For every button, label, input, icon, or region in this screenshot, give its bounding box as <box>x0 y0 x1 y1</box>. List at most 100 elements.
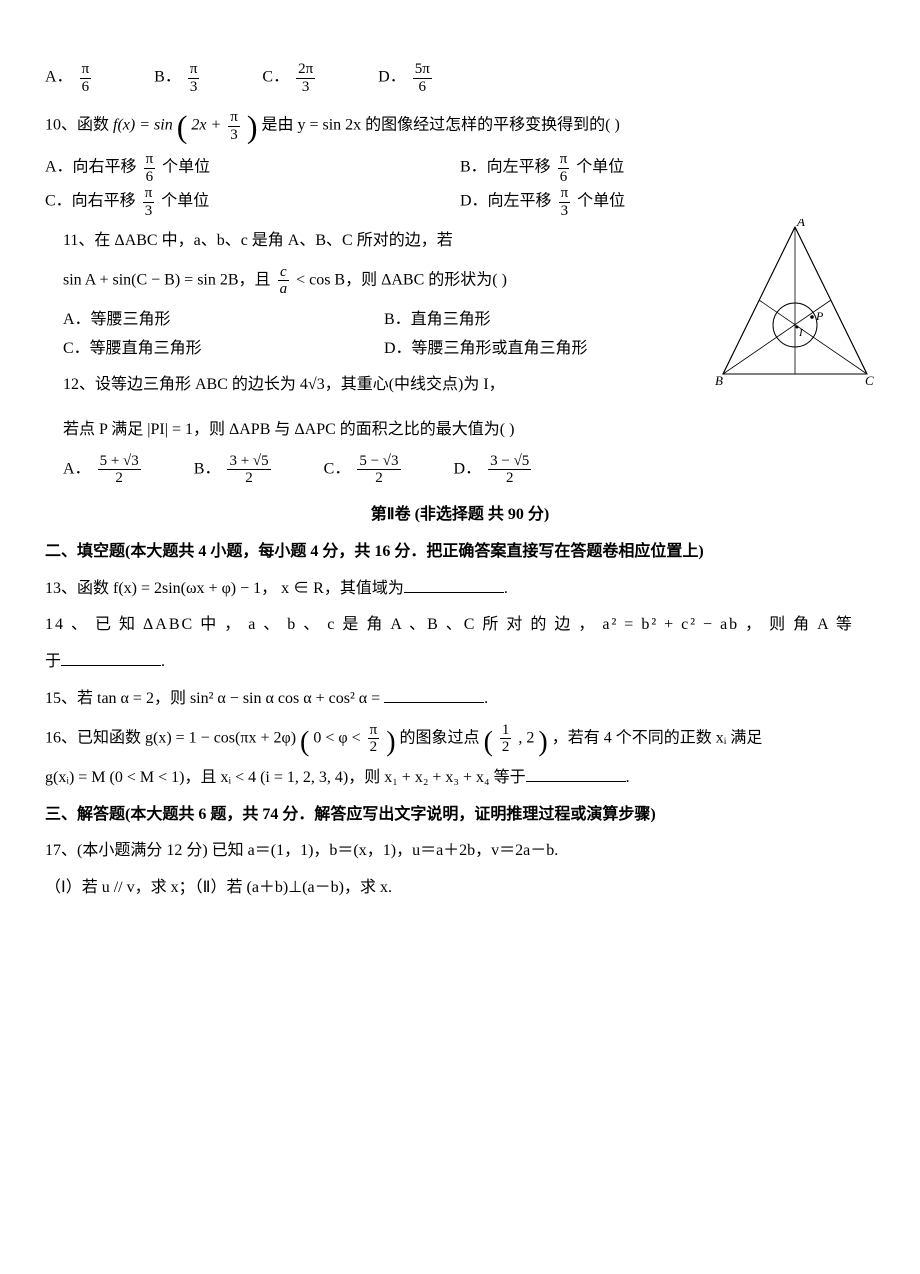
q12-B: B． 3 + √52 <box>194 453 274 487</box>
fill-title: 二、填空题(本大题共 4 小题，每小题 4 分，共 16 分．把正确答案直接写在… <box>45 538 875 567</box>
text: ，其重心(中线交点)为 I， <box>325 376 505 393</box>
q11-D: D．等腰三角形或直角三角形 <box>384 335 705 364</box>
text: 16、已知函数 g(x) = 1 − cos(πx + 2φ) <box>45 729 296 746</box>
q9-choice-C: C． 2π3 <box>262 61 318 95</box>
end: . <box>626 769 630 786</box>
text: sin A + sin(C − B) = sin 2B，且 <box>63 271 275 288</box>
label-A: A <box>796 219 805 229</box>
frac: 3 − √52 <box>488 453 531 487</box>
q10-row1: A．向右平移 π6 个单位 B．向左平移 π6 个单位 <box>45 151 875 185</box>
pre: A．向右平移 <box>45 159 137 176</box>
inner: 2x + <box>191 117 225 134</box>
q10-choice-C: C．向右平移 π3 个单位 <box>45 185 460 219</box>
q9-choice-D: D． 5π6 <box>378 61 435 95</box>
pre: C．向右平移 <box>45 193 136 210</box>
label: A． <box>45 69 73 86</box>
pt-l: ( <box>484 726 493 757</box>
q11-choices1: A．等腰三角形 B．直角三角形 <box>63 306 705 335</box>
q11-q12-block: 11、在 ΔABC 中，a、b、c 是角 A、B、C 所对的边，若 sin A … <box>45 219 875 408</box>
label: B． <box>194 461 221 478</box>
post: 个单位 <box>161 193 209 210</box>
pre: B．向左平移 <box>460 159 551 176</box>
text: 的图象过点 <box>400 729 484 746</box>
label-P: P <box>815 309 824 323</box>
post: 个单位 <box>576 159 624 176</box>
q12-D: D． 3 − √52 <box>454 453 535 487</box>
frac: π6 <box>144 151 156 185</box>
end: . <box>161 653 165 670</box>
q11-C: C．等腰直角三角形 <box>63 335 384 364</box>
text: 于 <box>45 653 61 670</box>
q14-line2: 于. <box>45 648 875 677</box>
lparen: ( <box>177 109 188 145</box>
text: 是由 y = sin 2x 的图像经过怎样的平移变换得到的( ) <box>261 117 619 134</box>
text: 13、函数 f(x) = 2sin(ωx + φ) − 1， x ∈ R，其值域… <box>45 580 404 597</box>
frac: π3 <box>188 61 200 95</box>
q11-choices2: C．等腰直角三角形 D．等腰三角形或直角三角形 <box>63 335 705 364</box>
text: ，若有 4 个不同的正数 xᵢ 满足 <box>552 729 763 746</box>
end: . <box>504 580 508 597</box>
frac: 5 − √32 <box>357 453 400 487</box>
triangle-figure: A B C I P <box>715 219 875 400</box>
post: 个单位 <box>577 193 625 210</box>
post: 个单位 <box>162 159 210 176</box>
q10-choice-A: A．向右平移 π6 个单位 <box>45 151 460 185</box>
frac: 2π3 <box>296 61 315 95</box>
q10-choice-B: B．向左平移 π6 个单位 <box>460 151 875 185</box>
frac: π3 <box>143 185 155 219</box>
text: 12、设等边三角形 ABC 的边长为 4 <box>63 376 308 393</box>
section2-title: 第Ⅱ卷 (非选择题 共 90 分) <box>45 501 875 530</box>
q17-line2: （Ⅰ）若 u // v，求 x；（Ⅱ）若 (a＋b)⊥(a－b)，求 x. <box>45 874 875 903</box>
frac: π3 <box>228 109 240 143</box>
frac: π2 <box>368 722 380 756</box>
label-I: I <box>798 327 804 339</box>
frac: 5π6 <box>413 61 432 95</box>
point-P <box>810 315 814 319</box>
q12-choices: A． 5 + √32 B． 3 + √52 C． 5 − √32 D． 3 − … <box>63 453 875 487</box>
q9-choices: A． π6 B． π3 C． 2π3 D． 5π6 <box>45 61 875 95</box>
frac: π6 <box>558 151 570 185</box>
triangle-svg: A B C I P <box>715 219 875 389</box>
frac: ca <box>278 264 290 298</box>
blank <box>526 765 626 782</box>
text-part: 11、在 ΔABC 中，a、b、c 是角 A、B、C 所对的边，若 sin A … <box>45 219 705 408</box>
q12-C: C． 5 − √32 <box>324 453 404 487</box>
frac: 3 + √52 <box>227 453 270 487</box>
comma: , 2 <box>518 729 534 746</box>
q9-choice-A: A． π6 <box>45 61 94 95</box>
text: 10、函数 <box>45 117 113 134</box>
q10-choice-D: D．向左平移 π3 个单位 <box>460 185 875 219</box>
label: A． <box>63 461 91 478</box>
q15: 15、若 tan α = 2，则 sin² α − sin α cos α + … <box>45 685 875 714</box>
pre: D．向左平移 <box>460 193 552 210</box>
q14-line1: 14 、 已 知 ΔABC 中 ， a 、 b 、 c 是 角 A 、B 、C … <box>45 611 875 640</box>
label: D． <box>378 69 406 86</box>
q16-line1: 16、已知函数 g(x) = 1 − cos(πx + 2φ) ( 0 < φ … <box>45 722 875 756</box>
label-B: B <box>715 373 723 388</box>
label: D． <box>454 461 482 478</box>
q10-row2: C．向右平移 π3 个单位 D．向左平移 π3 个单位 <box>45 185 875 219</box>
q17-line1: 17、(本小题满分 12 分) 已知 a＝(1，1)，b＝(x，1)，u＝a＋2… <box>45 837 875 866</box>
q9-choice-B: B． π3 <box>154 61 202 95</box>
blank <box>61 649 161 666</box>
q12-line1: 12、设等边三角形 ABC 的边长为 4√3，其重心(中线交点)为 I， <box>63 371 705 400</box>
label-C: C <box>865 373 874 388</box>
cond: 0 < φ < <box>313 729 364 746</box>
rparen: ) <box>247 109 258 145</box>
lparen: ( <box>300 726 309 757</box>
rparen: ) <box>386 726 395 757</box>
q13: 13、函数 f(x) = 2sin(ωx + φ) − 1， x ∈ R，其值域… <box>45 575 875 604</box>
q11-line2: sin A + sin(C − B) = sin 2B，且 ca < cos B… <box>63 264 705 298</box>
q12-line2: 若点 P 满足 |PI| = 1，则 ΔAPB 与 ΔAPC 的面积之比的最大值… <box>63 416 875 445</box>
label: C． <box>324 461 351 478</box>
sqrt: √3 <box>308 376 325 393</box>
blank <box>404 576 504 593</box>
label: B． <box>154 69 181 86</box>
q16-line2: g(xᵢ) = M (0 < M < 1)，且 xᵢ < 4 (i = 1, 2… <box>45 764 875 793</box>
text: < cos B，则 ΔABC 的形状为( ) <box>296 271 507 288</box>
frac: π3 <box>559 185 571 219</box>
fx: f(x) = sin <box>113 117 173 134</box>
frac: 12 <box>500 722 512 756</box>
q11-A: A．等腰三角形 <box>63 306 384 335</box>
text: 15、若 tan α = 2，则 sin² α − sin α cos α + … <box>45 690 384 707</box>
